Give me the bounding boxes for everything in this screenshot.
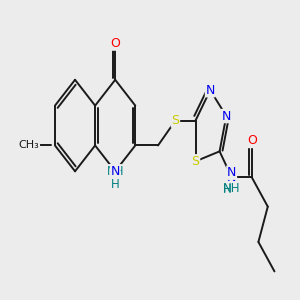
Text: O: O xyxy=(110,37,120,50)
Text: N: N xyxy=(110,165,120,178)
Text: NH: NH xyxy=(106,165,124,178)
Text: H: H xyxy=(223,183,232,196)
Text: H: H xyxy=(111,178,120,191)
Text: NH: NH xyxy=(223,182,240,195)
Text: N: N xyxy=(206,84,215,97)
Text: O: O xyxy=(247,134,257,147)
Text: N: N xyxy=(227,171,236,184)
Text: S: S xyxy=(171,114,179,127)
Text: N: N xyxy=(222,110,231,122)
Text: CH₃: CH₃ xyxy=(19,140,39,151)
Text: S: S xyxy=(191,155,200,168)
Text: N: N xyxy=(227,166,236,179)
